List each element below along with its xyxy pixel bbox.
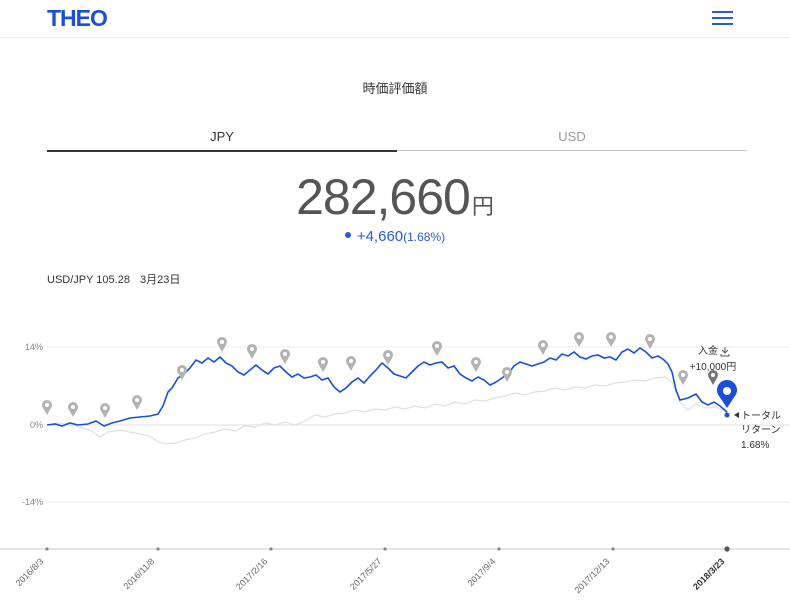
deposit-marker-icon[interactable] [42,400,52,415]
y-tick-label: -14% [22,497,43,507]
change-dot-icon [344,231,351,238]
deposit-marker-icon[interactable] [280,349,290,364]
tab-jpy[interactable]: JPY [47,129,397,152]
deposit-marker-icon[interactable] [68,402,78,417]
current-position-pin-icon[interactable] [717,380,737,418]
amount-unit: 円 [471,194,494,219]
y-tick-label: 14% [25,342,43,352]
header: THEO [0,0,790,38]
deposit-marker-icon[interactable] [502,367,512,382]
deposit-marker-icon[interactable] [606,332,616,347]
valuation-amount: 282,660円 [0,168,790,226]
x-date-label: 2017/12/13 [572,556,611,595]
x-date-label: 2017/5/27 [348,556,383,591]
x-date-label: 2016/8/3 [14,556,46,588]
page-title: 時価評価額 [362,81,428,96]
deposit-marker-icon[interactable] [177,365,187,380]
x-date-label: 2017/2/16 [234,556,269,591]
y-tick-label: 0% [30,420,43,430]
x-date-label: 2017/9/4 [466,556,498,588]
deposit-marker-icon[interactable] [383,350,394,365]
deposit-marker-icon[interactable] [247,344,257,359]
deposit-marker-icon[interactable] [678,370,688,385]
tab-usd[interactable]: USD [397,129,747,151]
total-return-label-2: リターン [741,424,781,436]
exchange-rate-date: 3月23日 [139,274,181,286]
deposit-marker-icon[interactable] [645,334,655,349]
valuation-change: +4,660(1.68%) [0,228,790,246]
deposit-amount: +10,000円 [690,362,736,373]
download-tray-icon [720,347,730,357]
total-return-label: トータル [741,410,781,422]
deposit-label: 入金 [698,344,718,357]
total-return-value: 1.68% [741,440,769,451]
performance-chart[interactable]: 14% 0% -14% 入金 +10, [0,330,790,607]
deposit-marker-icon[interactable] [132,395,142,410]
x-date-label-current: 2018/3/23 [691,556,726,591]
x-axis-ticks [45,546,730,552]
pointer-left-icon [734,412,739,418]
change-percent: (1.68%) [403,230,446,244]
change-value: +4,660 [356,228,404,245]
benchmark-line [46,376,728,445]
deposit-marker-icon[interactable] [574,332,584,347]
hamburger-menu-icon[interactable] [712,11,733,25]
deposit-markers[interactable] [42,332,688,418]
deposit-marker-icon[interactable] [538,340,549,355]
x-date-label: 2016/11/8 [122,556,157,591]
deposit-marker-icon[interactable] [471,357,481,372]
deposit-marker-icon[interactable] [217,337,228,352]
exchange-rate: USD/JPY 105.28 3月23日 [47,271,190,287]
amount-value: 282,660 [296,169,471,225]
exchange-rate-label: USD/JPY 105.28 [47,274,130,286]
theo-logo[interactable]: THEO [47,5,108,31]
latest-deposit-marker-icon[interactable] [708,370,718,385]
deposit-marker-icon[interactable] [317,357,328,372]
deposit-marker-icon[interactable] [346,356,356,371]
deposit-marker-icon[interactable] [432,341,442,356]
deposit-marker-icon[interactable] [99,403,111,418]
